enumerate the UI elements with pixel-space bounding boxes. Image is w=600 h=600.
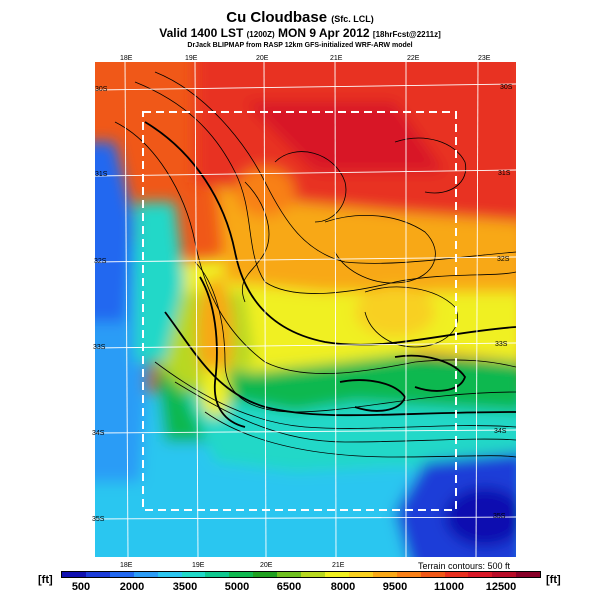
- color-scale-swatch: [109, 572, 134, 577]
- lon-label-bottom: 21E: [332, 562, 345, 569]
- lon-label-top: 19E: [185, 55, 198, 62]
- lon-label-top: 21E: [330, 55, 343, 62]
- title-text: Cu Cloudbase: [226, 9, 328, 26]
- color-scale-swatch: [396, 572, 421, 577]
- lat-label-right: 31S: [498, 170, 511, 177]
- legend-unit-left: [ft]: [38, 574, 53, 586]
- color-scale-swatch: [277, 572, 302, 577]
- legend-tick: 500: [71, 581, 91, 593]
- color-scale-swatch: [157, 572, 182, 577]
- color-scale-swatch: [253, 572, 278, 577]
- lon-label-top: 20E: [256, 55, 269, 62]
- legend-tick: 12500: [485, 581, 517, 593]
- cloudbase-map: [95, 62, 516, 557]
- valid-date: MON 9 Apr 2012: [277, 26, 370, 40]
- map-title: Cu Cloudbase (Sfc. LCL): [0, 10, 600, 27]
- legend-tick: 3500: [172, 581, 198, 593]
- legend-tick: 2000: [119, 581, 145, 593]
- valid-lst: Valid 1400 LST: [159, 26, 244, 40]
- legend-tick: 6500: [276, 581, 302, 593]
- color-scale-bar: [61, 571, 541, 578]
- lon-label-bottom: 20E: [260, 562, 273, 569]
- valid-zulu: (1200Z): [246, 30, 275, 39]
- lat-label-left: 32S: [94, 258, 107, 265]
- color-scale-swatch: [516, 572, 541, 577]
- color-scale-swatch: [492, 572, 517, 577]
- lat-label-right: 30S: [500, 84, 513, 91]
- terrain-contour-note: Terrain contours: 500 ft: [417, 561, 510, 571]
- lat-label-left: 31S: [95, 171, 108, 178]
- legend-tick: 8000: [330, 581, 356, 593]
- inner-domain-box: [142, 111, 457, 511]
- lat-label-right: 35S: [493, 513, 506, 520]
- lat-label-left: 30S: [95, 86, 108, 93]
- terrain-contours: [114, 71, 516, 458]
- color-scale-swatch: [444, 572, 469, 577]
- color-scale-swatch: [372, 572, 397, 577]
- lon-label-bottom: 18E: [120, 562, 133, 569]
- valid-time-line: Valid 1400 LST (1200Z) MON 9 Apr 2012 [1…: [0, 27, 600, 41]
- color-scale-swatch: [62, 572, 86, 577]
- color-scale-swatch: [133, 572, 158, 577]
- color-scale-swatch: [301, 572, 325, 577]
- lon-label-top: 22E: [407, 55, 420, 62]
- color-scale-swatch: [85, 572, 110, 577]
- color-scale-swatch: [324, 572, 349, 577]
- color-scale-swatch: [468, 572, 493, 577]
- lat-label-left: 35S: [92, 516, 105, 523]
- legend-tick: 5000: [224, 581, 250, 593]
- model-credit: DrJack BLIPMAP from RASP 12km GFS-initia…: [187, 42, 413, 49]
- lat-label-right: 33S: [495, 341, 508, 348]
- lat-label-right: 34S: [494, 428, 507, 435]
- lat-label-left: 34S: [92, 430, 105, 437]
- terrain-contours-bold: [144, 121, 516, 428]
- color-scale-swatch: [229, 572, 254, 577]
- legend-tick: 11000: [434, 581, 464, 593]
- lat-label-right: 32S: [497, 256, 510, 263]
- lat-label-left: 33S: [93, 344, 106, 351]
- color-scale-swatch: [181, 572, 206, 577]
- lon-label-bottom: 19E: [192, 562, 205, 569]
- legend-tick: 9500: [382, 581, 408, 593]
- graticule: [95, 62, 516, 557]
- color-scale-swatch: [420, 572, 445, 577]
- forecast-tag: [18hrFcst@2211z]: [372, 30, 441, 39]
- color-field: [95, 62, 516, 557]
- title-suffix: (Sfc. LCL): [331, 14, 374, 24]
- legend-unit-right: [ft]: [546, 574, 561, 586]
- color-scale-swatch: [205, 572, 230, 577]
- lon-label-top: 23E: [478, 55, 491, 62]
- lon-label-top: 18E: [120, 55, 133, 62]
- color-scale-swatch: [348, 572, 373, 577]
